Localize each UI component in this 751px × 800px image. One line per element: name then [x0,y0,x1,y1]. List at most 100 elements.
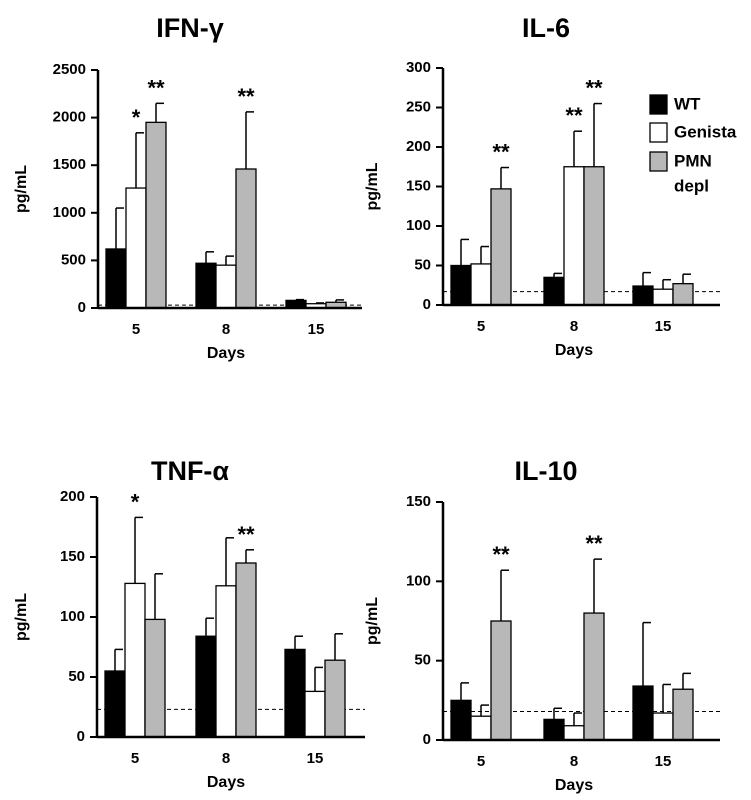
significance-marker: ** [585,531,603,556]
bar-genista-day-8 [563,166,585,306]
y-tick-label: 150 [406,177,431,194]
bar-pmn-depl-day-5 [145,121,167,309]
significance-marker: ** [237,84,255,109]
bar-pmn-depl-day-15 [324,659,346,738]
y-axis-label: pg/mL [364,597,381,645]
bar-genista-day-8 [563,725,585,741]
x-tick-label: 5 [131,750,139,767]
legend-swatch-pmn-depl [649,151,668,172]
significance-marker: ** [237,522,255,547]
x-tick-label: 5 [477,753,485,770]
y-tick-label: 1500 [53,156,86,173]
y-tick-label: 300 [406,59,431,76]
bar-genista-day-15 [304,690,326,738]
significance-marker: * [132,105,141,130]
x-tick-label: 8 [570,318,578,335]
bar-wt-day-5 [450,699,472,741]
bar-wt-day-15 [284,648,306,738]
y-tick-label: 50 [68,668,85,685]
x-tick-label: 15 [655,318,672,335]
y-tick-label: 0 [77,728,85,745]
bar-wt-day-8 [543,718,565,741]
legend-swatch-wt [649,94,668,115]
y-tick-label: 100 [60,608,85,625]
y-tick-label: 0 [78,299,86,316]
bar-pmn-depl-day-8 [583,166,605,306]
significance-marker: ** [492,140,510,165]
legend-label-genista: Genista [674,122,737,141]
x-tick-label: 8 [222,321,230,338]
significance-marker: * [131,489,140,514]
y-axis-label: pg/mL [13,165,30,213]
bar-wt-day-15 [632,685,654,741]
x-tick-label: 8 [222,750,230,767]
bar-wt-day-5 [450,264,472,306]
x-axis-label: Days [555,342,593,359]
y-tick-label: 100 [406,217,431,234]
y-tick-label: 150 [60,548,85,565]
bar-genista-day-5 [125,187,147,309]
legend-label-pmn: PMN [674,151,712,170]
y-tick-label: 0 [423,296,431,313]
y-axis-label: pg/mL [13,593,30,641]
y-tick-label: 50 [414,256,431,273]
chart-title: IL-6 [522,13,570,43]
bar-wt-day-15 [632,285,654,306]
bar-genista-day-15 [652,288,674,306]
significance-marker: ** [147,75,165,100]
bar-wt-day-5 [105,248,127,309]
bar-pmn-depl-day-15 [672,283,694,306]
x-tick-label: 15 [307,750,324,767]
bar-pmn-depl-day-8 [235,168,257,309]
x-axis-label: Days [207,345,245,362]
x-tick-label: 5 [132,321,140,338]
chart-title: IL-10 [514,456,577,486]
x-axis-label: Days [555,777,593,794]
y-tick-label: 1000 [53,204,86,221]
legend-label-depl: depl [674,176,709,195]
bar-genista-day-5 [470,715,492,741]
y-tick-label: 200 [406,138,431,155]
significance-marker: ** [565,103,583,128]
chart-title: TNF-α [151,456,229,486]
bar-pmn-depl-day-8 [583,612,605,741]
bar-pmn-depl-day-5 [490,620,512,741]
x-tick-label: 8 [570,753,578,770]
significance-marker: ** [585,76,603,101]
bar-pmn-depl-day-8 [235,562,257,738]
y-tick-label: 100 [406,572,431,589]
bar-pmn-depl-day-5 [144,618,166,738]
x-tick-label: 5 [477,318,485,335]
x-tick-label: 15 [308,321,325,338]
bar-genista-day-8 [215,585,237,738]
legend-label-wt: WT [674,94,701,113]
bar-pmn-depl-day-15 [672,688,694,741]
bar-genista-day-8 [215,264,237,309]
y-tick-label: 150 [406,493,431,510]
bar-wt-day-8 [195,635,217,738]
bar-pmn-depl-day-5 [490,188,512,306]
significance-marker: ** [492,542,510,567]
chart-il-10: IL-10 pg/mL 0 50 100 150 5 8 15 ** ** Days [364,456,720,794]
y-tick-label: 2500 [53,61,86,78]
y-tick-label: 500 [61,251,86,268]
chart-title: IFN-γ [156,13,224,43]
y-tick-label: 50 [414,652,431,669]
bar-genista-day-15 [652,712,674,741]
x-axis-label: Days [207,774,245,791]
bar-genista-day-5 [124,582,146,738]
y-tick-label: 2000 [53,109,86,126]
legend: WT Genista PMN depl [649,94,737,195]
legend-swatch-genista [649,122,668,143]
bar-wt-day-8 [195,262,217,309]
bar-wt-day-8 [543,276,565,306]
y-axis-label: pg/mL [364,162,381,210]
y-tick-label: 0 [423,731,431,748]
y-tick-label: 200 [60,488,85,505]
bar-wt-day-5 [104,670,126,738]
bar-genista-day-5 [470,263,492,306]
